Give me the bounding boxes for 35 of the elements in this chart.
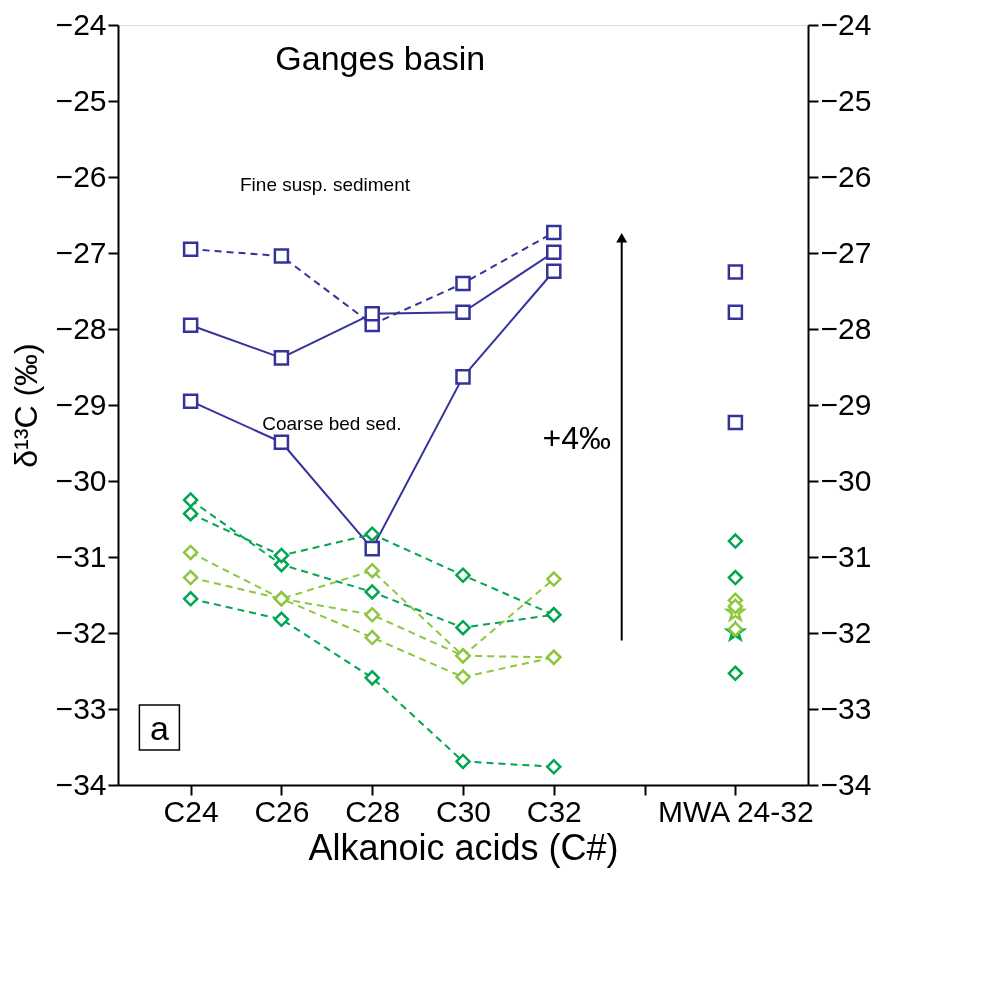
y-tick-label: −26 [55, 159, 107, 193]
y2-tick-label: −24 [820, 7, 872, 41]
y-tick-label: −32 [55, 615, 107, 649]
x-tick-label: C24 [163, 794, 219, 828]
y-tick-label: −34 [55, 767, 107, 801]
x-axis-title: Alkanoic acids (C#) [308, 826, 619, 868]
y2-tick-label: −34 [820, 767, 872, 801]
annotation: Coarse bed sed. [262, 413, 402, 434]
annotation: a [149, 709, 169, 747]
y-tick-label: −30 [55, 463, 107, 497]
x-tick-label: C26 [254, 794, 310, 828]
y-tick-label: −25 [55, 83, 107, 117]
y2-tick-label: −32 [820, 615, 872, 649]
y-tick-label: −24 [55, 7, 107, 41]
annotation: +4‰ [542, 420, 612, 457]
y-tick-label: −27 [55, 235, 107, 269]
y2-tick-label: −29 [820, 387, 872, 421]
chart-title: Ganges basin [275, 39, 486, 77]
x-tick-label: MWA 24-32 [658, 794, 814, 828]
annotation: Fine susp. sediment [239, 173, 411, 195]
y-tick-label: −31 [55, 539, 107, 573]
y2-tick-label: −28 [820, 311, 872, 345]
x-tick-label: C28 [345, 794, 401, 828]
y-tick-label: −28 [55, 311, 107, 345]
y2-tick-label: −33 [820, 691, 872, 725]
y-axis-title: δ¹³C (‰) [7, 343, 44, 468]
x-tick-label: C32 [526, 794, 582, 828]
y2-tick-label: −31 [820, 539, 872, 573]
y-tick-label: −33 [55, 691, 107, 725]
x-tick-label: C30 [435, 794, 492, 828]
y-tick-label: −29 [55, 387, 107, 421]
y2-tick-label: −30 [820, 463, 872, 497]
y2-tick-label: −27 [820, 235, 872, 269]
y2-tick-label: −25 [820, 83, 872, 117]
y2-tick-label: −26 [820, 159, 872, 193]
